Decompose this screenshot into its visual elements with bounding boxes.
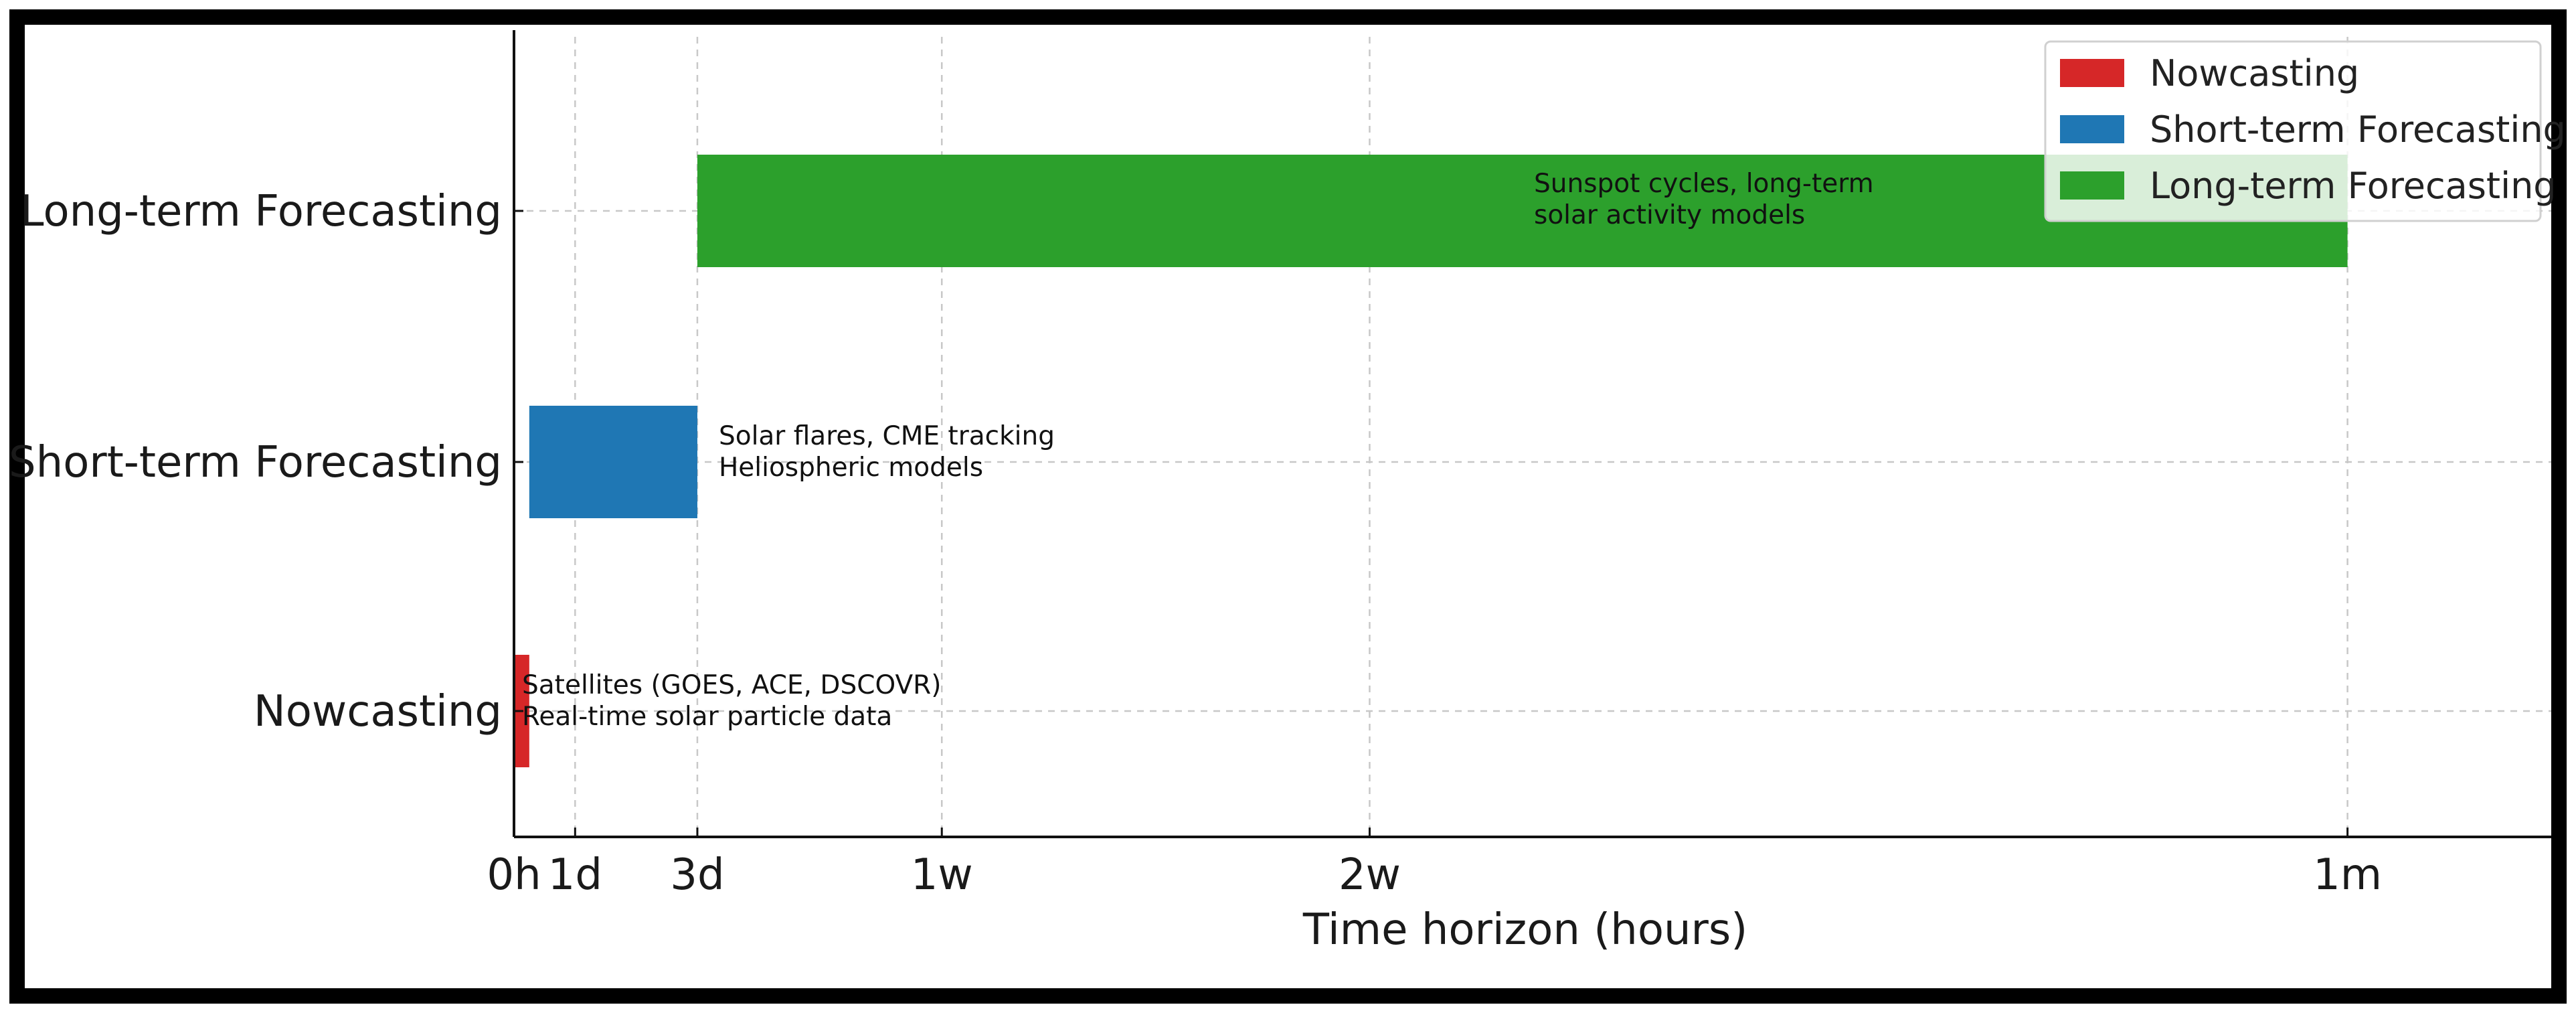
- x-tick-label-1w: 1w: [911, 850, 973, 900]
- annotation-line: Satellites (GOES, ACE, DSCOVR): [522, 670, 941, 700]
- x-tick-label-0h: 0h: [487, 850, 541, 900]
- legend-swatch-long-term-forecasting: [2060, 171, 2124, 200]
- y-tick-label-short-term-forecasting: Short-term Forecasting: [9, 438, 502, 487]
- legend: Nowcasting Short-term Forecasting Long-ter…: [2044, 40, 2566, 222]
- annotation-short-term-forecasting: Solar flares, CME tracking Heliospheric m…: [719, 421, 1055, 483]
- legend-label-short-term-forecasting: Short-term Forecasting: [2150, 108, 2566, 151]
- legend-box: [2044, 40, 2542, 222]
- x-tick-label-2w: 2w: [1339, 850, 1401, 900]
- y-tick-label-long-term-forecasting: Long-term Forecasting: [20, 187, 502, 236]
- annotation-line: Solar flares, CME tracking: [719, 421, 1055, 451]
- legend-swatch-nowcasting: [2060, 59, 2124, 87]
- annotation-line: solar activity models: [1534, 200, 1805, 230]
- legend-swatch-short-term-forecasting: [2060, 115, 2124, 143]
- bar-short-term-forecasting: [529, 406, 697, 518]
- x-tick-label-1m: 1m: [2313, 850, 2382, 900]
- legend-label-long-term-forecasting: Long-term Forecasting: [2150, 165, 2557, 207]
- y-tick-label-nowcasting: Nowcasting: [254, 687, 502, 736]
- annotation-line: Real-time solar particle data: [522, 702, 892, 732]
- x-tick-label-3d: 3d: [670, 850, 724, 900]
- annotation-line: Sunspot cycles, long-term: [1534, 169, 1874, 199]
- annotation-nowcasting: Satellites (GOES, ACE, DSCOVR) Real-time …: [522, 670, 941, 732]
- legend-label-nowcasting: Nowcasting: [2150, 52, 2359, 94]
- x-tick-label-1d: 1d: [548, 850, 602, 900]
- axes: 0h 1d 3d 1w 2w 1m Nowcasting Short-term Forecas…: [9, 30, 2551, 900]
- annotation-line: Heliospheric models: [719, 453, 983, 483]
- x-axis-title: Time horizon (hours): [1302, 905, 1747, 955]
- annotations: Satellites (GOES, ACE, DSCOVR) Real-time …: [522, 169, 1874, 732]
- annotation-long-term-forecasting: Sunspot cycles, long-term solar activity …: [1534, 169, 1874, 230]
